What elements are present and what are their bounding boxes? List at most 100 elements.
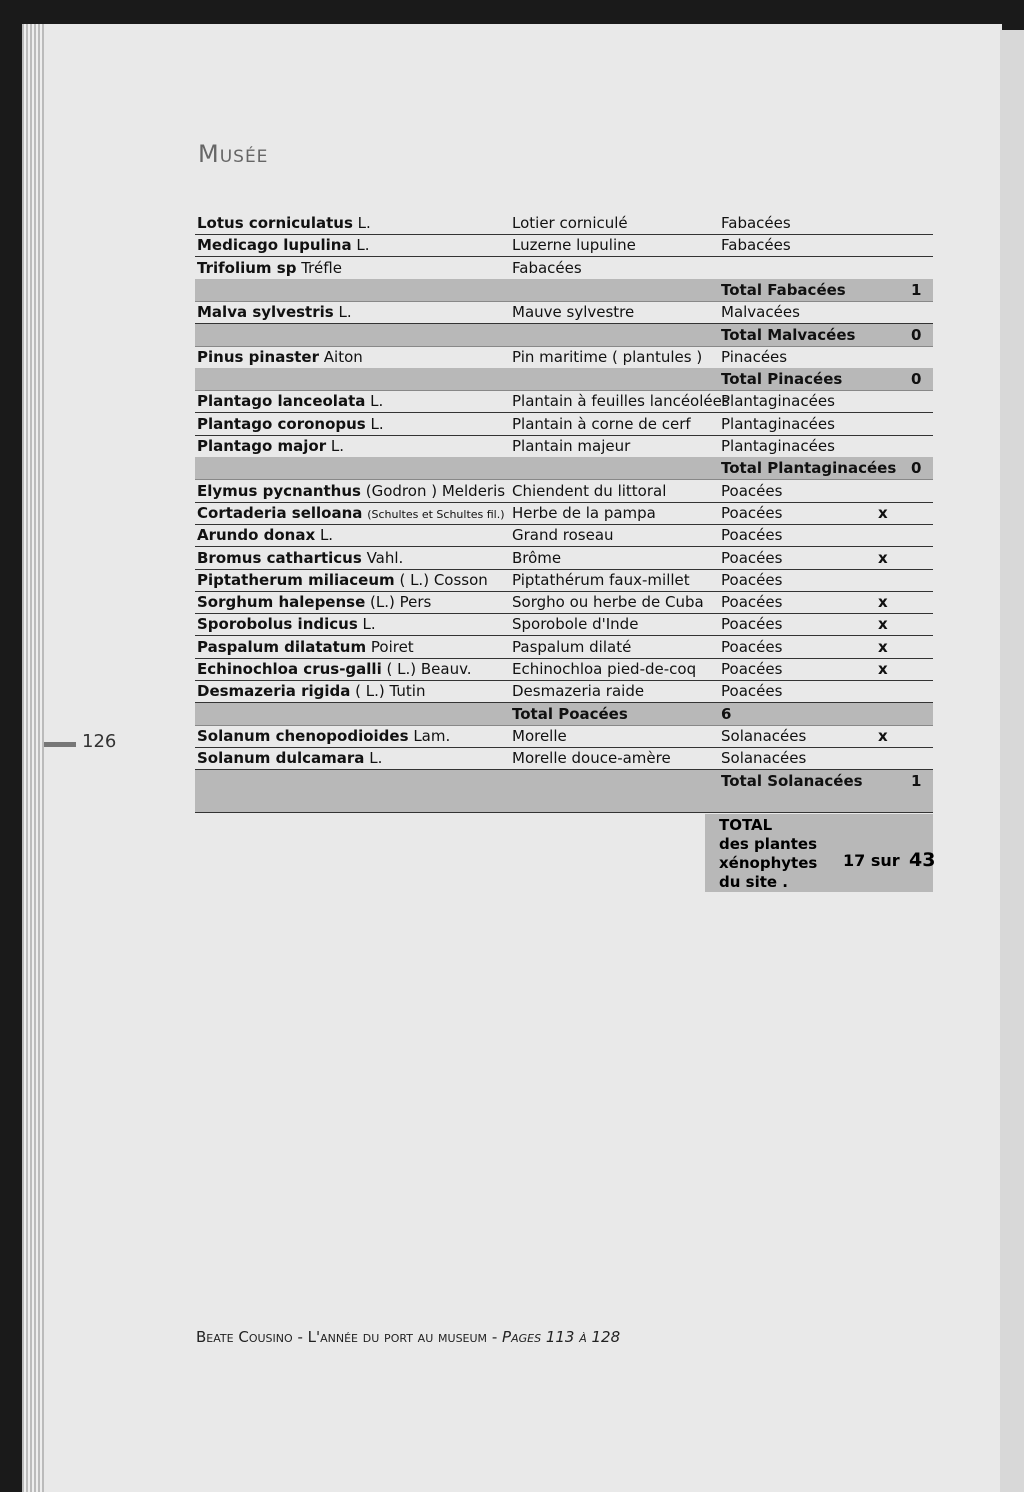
family-cell: Fabacées (721, 214, 791, 232)
table-row: Medicago lupulina L. Luzerne lupuline Faba… (195, 234, 933, 258)
species-name: Desmazeria rigida (197, 682, 351, 701)
species-name: Plantago major (197, 437, 327, 455)
table-row: Arundo donax L. Grand roseau Poacées (195, 524, 933, 548)
family-cell: Solanacées (721, 726, 807, 745)
species-author: Poiret (370, 637, 414, 656)
species-author: L. (370, 414, 384, 433)
family-cell: Solanacées (721, 749, 807, 768)
species-name: Solanum dulcamara (197, 749, 365, 768)
species-name: Sporobolus indicus (197, 615, 358, 634)
common-cell: Herbe de la pampa (512, 503, 656, 522)
table-row: Sporobolus indicus L. Sporobole d'Inde Poa… (195, 613, 933, 637)
footer-title: L'année du port au museum (307, 1328, 488, 1346)
table-row: Cortaderia selloana (Schultes et Schulte… (195, 502, 933, 525)
species-author: L. (356, 236, 370, 255)
common-cell: Morelle douce-amère (512, 749, 671, 768)
mark-cell: x (878, 593, 888, 612)
common-cell: Grand roseau (512, 526, 614, 545)
species-cell: Solanum dulcamara L. (197, 747, 382, 769)
species-name: Plantago lanceolata (197, 392, 366, 411)
species-author: L. (319, 526, 334, 545)
table-row: Elymus pycnanthus (Godron ) Melderis Chie… (195, 480, 933, 503)
species-cell: Plantago coronopus L. (197, 413, 384, 435)
mark-cell: x (878, 660, 888, 678)
family-cell: Poacées (721, 593, 783, 612)
total-cell: Total Fabacées (721, 280, 846, 299)
paper (22, 24, 1002, 1492)
next-page (1000, 30, 1024, 1492)
common-cell: Desmazeria raide (512, 682, 645, 701)
table-row: Bromus catharticus Vahl. Brôme Poacées x (195, 547, 933, 570)
total-cell: Total Pinacées (721, 370, 843, 389)
species-cell: Sporobolus indicus L. (197, 613, 376, 635)
common-cell: Plantain majeur (512, 437, 631, 455)
table-row: Sorghum halepense (L.) Pers Sorgho ou her… (195, 591, 933, 615)
common-cell: Sorgho ou herbe de Cuba (512, 593, 704, 612)
footer-pages: Pages 113 à 128 (502, 1328, 621, 1346)
common-cell: Pin maritime ( plantules ) (512, 347, 703, 366)
species-author: L. (370, 392, 384, 411)
species-cell: Plantago lanceolata L. (197, 390, 383, 412)
family-cell: Poacées (721, 481, 783, 500)
species-cell: Echinochloa crus-galli ( L.) Beauv. (197, 658, 472, 680)
footer-author: Beate Cousino (196, 1328, 293, 1346)
family-cell: Poacées (721, 570, 783, 589)
species-author: (L.) Pers (370, 593, 432, 612)
species-name: Paspalum dilatatum (197, 637, 367, 656)
species-name: Solanum chenopodioides (197, 726, 409, 745)
mark-cell: x (878, 637, 888, 656)
species-cell: Elymus pycnanthus (Godron ) Melderis (197, 480, 505, 502)
species-author: L. (338, 303, 352, 322)
species-name: Medicago lupulina (197, 236, 352, 255)
species-cell: Desmazeria rigida ( L.) Tutin (197, 680, 425, 702)
total-cell: Total Solanacées (721, 771, 863, 790)
table-row: Total Plantaginacées 0 (195, 457, 933, 481)
summary-line: TOTAL (719, 816, 773, 834)
count-cell: 0 (911, 370, 922, 389)
total-cell: Total Malvacées (721, 325, 856, 344)
table-row: Plantago major L. Plantain majeur Plantagi… (195, 435, 933, 458)
total-cell: Total Plantaginacées (721, 459, 897, 478)
common-cell: Piptathérum faux-millet (512, 570, 690, 589)
count-cell: 1 (911, 280, 922, 299)
table-row: Piptatherum miliaceum ( L.) Cosson Piptat… (195, 569, 933, 592)
species-name: Plantago coronopus (197, 414, 366, 433)
table-row: Solanum dulcamara L. Morelle douce-amère S… (195, 747, 933, 771)
subtotal-cell: Total Poacées (512, 704, 628, 723)
species-name: Piptatherum miliaceum (197, 570, 395, 589)
species-name: Elymus pycnanthus (197, 481, 361, 500)
species-cell: Lotus corniculatus L. (197, 212, 371, 234)
mark-cell: x (878, 726, 888, 745)
mark-cell: x (878, 548, 888, 567)
table-row: Plantago coronopus L. Plantain à corne de… (195, 413, 933, 436)
table-row: Lotus corniculatus L. Lotier corniculé Fab… (195, 212, 933, 235)
family-cell: Poacées (721, 526, 783, 545)
common-cell: Mauve sylvestre (512, 303, 635, 322)
family-cell: Pinacées (721, 347, 788, 366)
table-row: Plantago lanceolata L. Plantain à feuille… (195, 390, 933, 414)
species-author: ( L.) Cosson (399, 570, 488, 589)
family-cell: Poacées (721, 682, 783, 701)
species-name: Cortaderia selloana (197, 503, 363, 522)
species-cell: Malva sylvestris L. (197, 301, 352, 323)
table-row: Desmazeria rigida ( L.) Tutin Desmazeria … (195, 680, 933, 704)
common-cell: Brôme (512, 548, 562, 567)
species-author: ( L.) Beauv. (386, 660, 472, 678)
family-cell: Plantaginacées (721, 392, 835, 411)
species-author: L. (330, 437, 344, 455)
species-name: Trifolium sp (197, 258, 297, 277)
footer-sep: - (297, 1328, 303, 1346)
table-row: Trifolium sp Tréfle Fabacées (195, 257, 933, 280)
table-row: Solanum chenopodioides Lam. Morelle Solana… (195, 725, 933, 748)
table-row: Total Fabacées 1 (195, 278, 933, 302)
summary-line: des plantes (719, 835, 818, 853)
species-name: Lotus corniculatus (197, 214, 353, 232)
common-cell: Fabacées (512, 258, 582, 277)
species-author: Tréfle (301, 258, 342, 277)
species-name: Arundo donax (197, 526, 316, 545)
family-cell: Malvacées (721, 303, 800, 322)
species-author: ( L.) Tutin (355, 682, 426, 701)
species-cell: Pinus pinaster Aiton (197, 346, 363, 368)
common-cell: Plantain à corne de cerf (512, 414, 691, 433)
